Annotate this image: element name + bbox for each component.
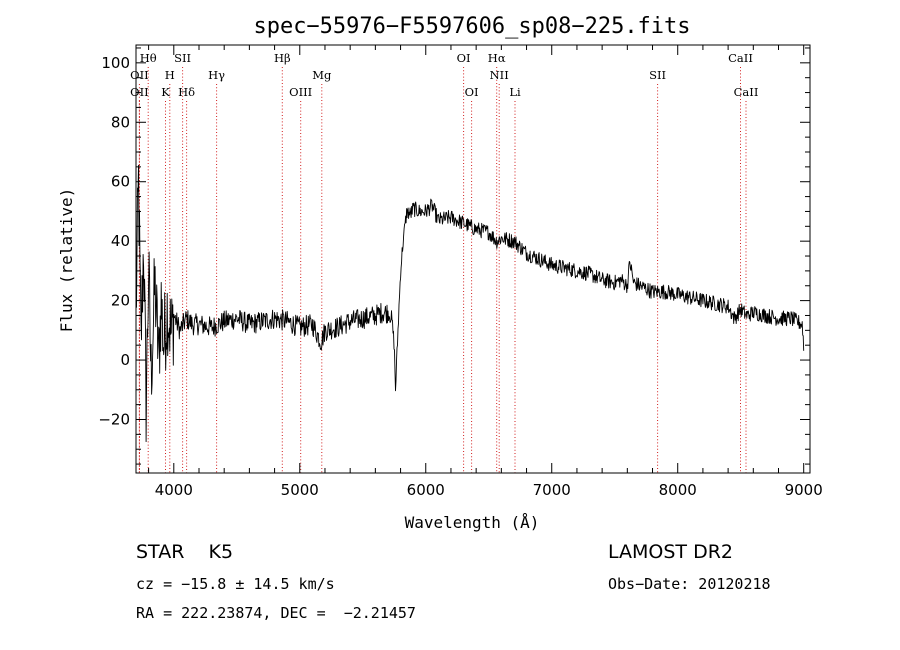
spectral-line-label: OII: [130, 68, 149, 82]
spectral-line-label: K: [161, 85, 170, 99]
y-axis-label: Flux (relative): [57, 188, 76, 333]
spectral-line-label: Hα: [488, 51, 506, 65]
spectral-line-label: Li: [509, 85, 521, 99]
spectral-line-label: OI: [465, 85, 479, 99]
y-tick-label: 40: [111, 232, 130, 250]
spectral-line-label: Mg: [312, 68, 332, 82]
spectral-line-label: CaII: [728, 51, 753, 65]
spectral-line-label: OI: [457, 51, 471, 65]
x-tick-label: 4000: [155, 481, 193, 499]
x-tick-label: 7000: [533, 481, 571, 499]
x-tick-label: 8000: [659, 481, 697, 499]
series-layer: [135, 164, 805, 443]
cz-text: cz = −15.8 ± 14.5 km/s: [136, 575, 335, 593]
x-tick-label: 9000: [785, 481, 823, 499]
plot-frame: [135, 44, 811, 474]
spectral-line-label: Hδ: [178, 85, 195, 99]
ra-dec-text: RA = 222.23874, DEC = −2.21457: [136, 604, 416, 622]
spectral-line-label: CaII: [734, 85, 759, 99]
spectral-line-label: SII: [174, 51, 191, 65]
spectral-line-label: OIII: [289, 85, 312, 99]
spectrum-series-line: [135, 164, 805, 443]
spectral-line-label: SII: [649, 68, 666, 82]
spectral-line-label: OII: [130, 85, 149, 99]
y-tick-label: −20: [98, 411, 130, 429]
star-class-text: STAR K5: [136, 541, 233, 563]
y-tick-label: 100: [101, 54, 130, 72]
y-tick-label: 80: [111, 113, 130, 131]
spectral-line-label: NII: [490, 68, 509, 82]
survey-text: LAMOST DR2: [608, 541, 733, 563]
chart-title: spec−55976−F5597606_sp08−225.fits: [253, 14, 690, 39]
x-axis: 4000 5000 6000 7000 8000 9000: [148, 45, 823, 499]
spectral-line-label: H: [165, 68, 175, 82]
y-tick-label: 60: [111, 173, 130, 191]
spectral-line-label: Hβ: [274, 51, 291, 65]
obs-date-text: Obs−Date: 20120218: [608, 575, 771, 593]
x-tick-label: 6000: [407, 481, 445, 499]
spectral-line-label: Hθ: [140, 51, 157, 65]
y-tick-label: 0: [120, 351, 130, 369]
x-axis-label: Wavelength (Å): [405, 513, 540, 532]
x-tick-label: 5000: [281, 481, 319, 499]
spectral-line-label: Hγ: [208, 68, 225, 82]
y-axis: −20 0 20 40 60 80 100: [98, 47, 810, 465]
y-tick-label: 20: [111, 292, 130, 310]
